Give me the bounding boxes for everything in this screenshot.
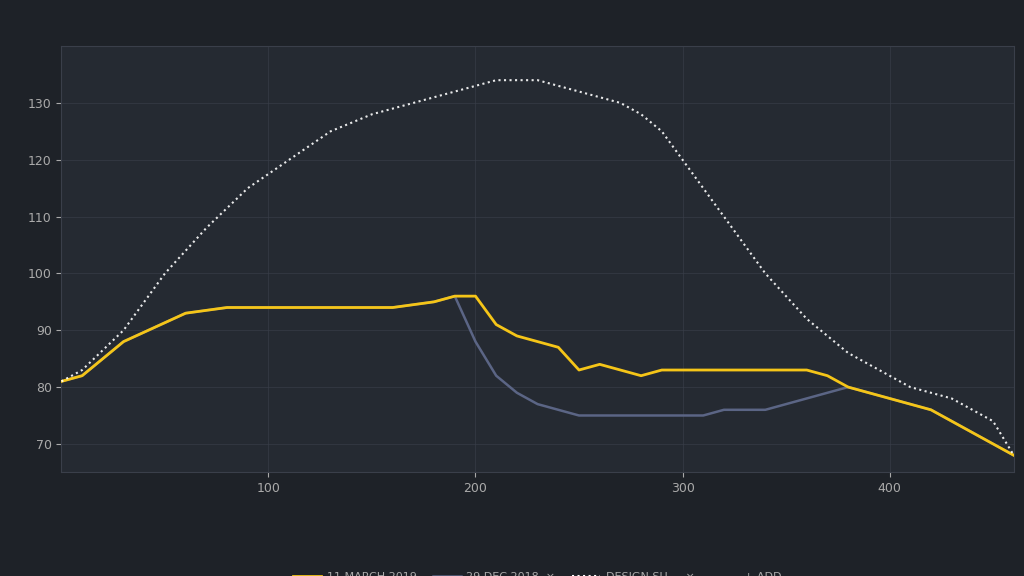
Legend: 11 MARCH 2019, 29 DEC 2018  ×, DESIGN SU...  ×, + ADD: 11 MARCH 2019, 29 DEC 2018 ×, DESIGN SU.… — [289, 567, 786, 576]
